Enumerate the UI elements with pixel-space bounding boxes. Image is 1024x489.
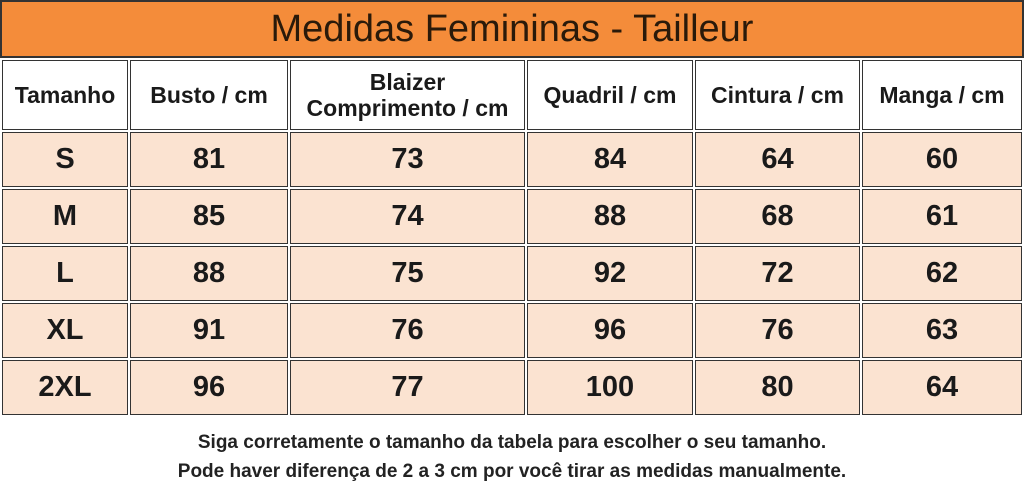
size-cell: S [2,132,128,187]
header-cell: Tamanho [2,60,128,130]
size-table: Tamanho Busto / cm Blaizer Comprimento / c… [0,58,1024,417]
measure-cell: 96 [130,360,288,415]
table-body: S 81 73 84 64 60 M 85 74 88 68 61 L 88 75 92 72 62 XL 91 76 9… [2,132,1022,415]
measure-cell: 80 [695,360,860,415]
note-line: Siga corretamente o tamanho da tabela pa… [197,432,827,453]
measure-cell: 100 [527,360,693,415]
measure-cell: 76 [290,303,525,358]
measure-cell: 74 [290,189,525,244]
measure-cell: 63 [862,303,1022,358]
measure-cell: 85 [130,189,288,244]
note-line: Pode haver diferença de 2 a 3 cm por voc… [177,461,847,482]
measure-cell: 68 [695,189,860,244]
measure-cell: 60 [862,132,1022,187]
measure-cell: 88 [130,246,288,301]
size-cell: XL [2,303,128,358]
measure-cell: 64 [862,360,1022,415]
header-cell: Busto / cm [130,60,288,130]
measure-cell: 81 [130,132,288,187]
measure-cell: 61 [862,189,1022,244]
measure-cell: 75 [290,246,525,301]
table-row: 2XL 96 77 100 80 64 [2,360,1022,415]
measure-cell: 76 [695,303,860,358]
measure-cell: 96 [527,303,693,358]
title: Medidas Femininas - Tailleur [0,0,1024,58]
size-cell: 2XL [2,360,128,415]
table-row: S 81 73 84 64 60 [2,132,1022,187]
size-cell: L [2,246,128,301]
notes: Siga corretamente o tamanho da tabela pa… [0,428,1024,486]
table-row: L 88 75 92 72 62 [2,246,1022,301]
measure-cell: 91 [130,303,288,358]
measure-cell: 73 [290,132,525,187]
header-cell: Quadril / cm [527,60,693,130]
measure-cell: 62 [862,246,1022,301]
measure-cell: 77 [290,360,525,415]
header-cell: Cintura / cm [695,60,860,130]
header-cell: Manga / cm [862,60,1022,130]
measure-cell: 92 [527,246,693,301]
table-row: XL 91 76 96 76 63 [2,303,1022,358]
table-header: Tamanho Busto / cm Blaizer Comprimento / c… [2,60,1022,130]
header-cell: Blaizer Comprimento / cm [290,60,525,130]
measure-cell: 72 [695,246,860,301]
header-row: Tamanho Busto / cm Blaizer Comprimento / c… [2,60,1022,130]
measure-cell: 88 [527,189,693,244]
size-cell: M [2,189,128,244]
measure-cell: 84 [527,132,693,187]
measure-cell: 64 [695,132,860,187]
table-row: M 85 74 88 68 61 [2,189,1022,244]
